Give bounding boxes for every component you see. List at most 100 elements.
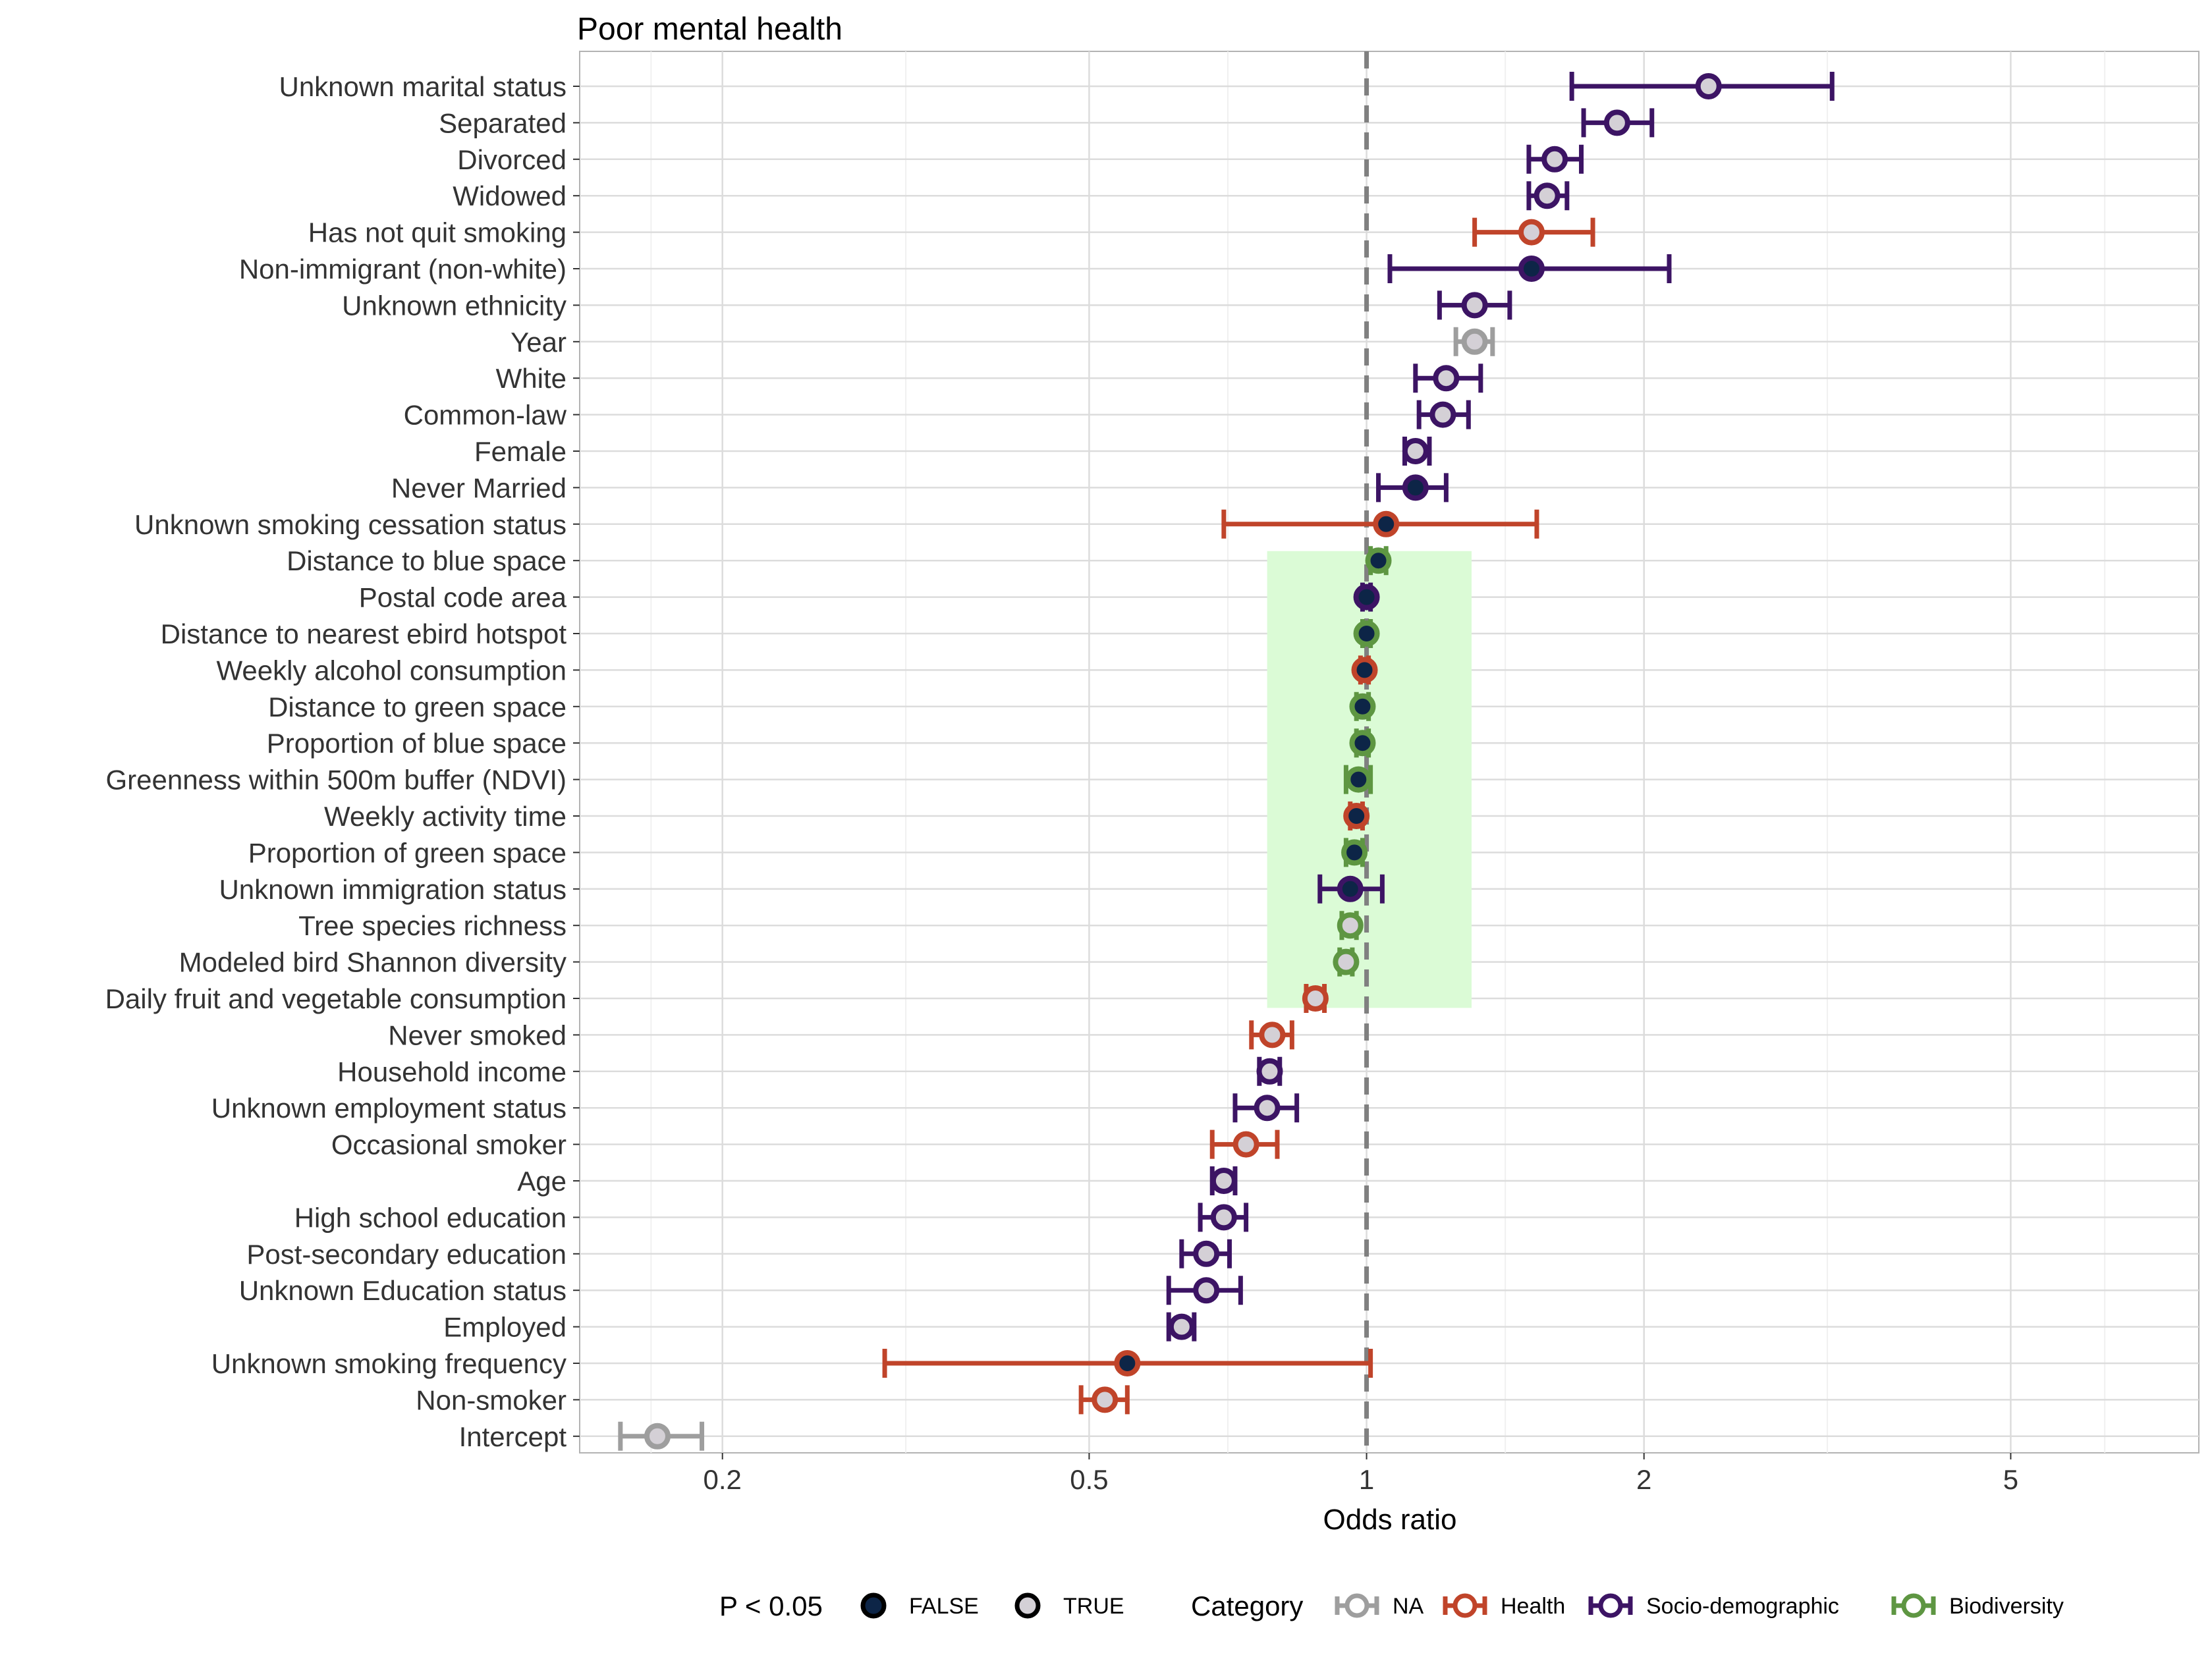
y-tick-label: Unknown immigration status <box>219 874 567 905</box>
y-tick-label: Unknown Education status <box>239 1275 567 1306</box>
legend-color-key-point <box>1901 1593 1926 1618</box>
y-tick-label: Distance to blue space <box>287 545 567 576</box>
y-tick-label: Non-smoker <box>416 1384 567 1415</box>
data-row <box>1198 1203 1249 1232</box>
y-tick-label: Common-law <box>404 400 567 431</box>
point-estimate <box>1541 146 1568 173</box>
y-tick-label: Separated <box>439 107 567 138</box>
data-row <box>1166 1312 1197 1342</box>
y-tick-label: Employed <box>443 1312 567 1343</box>
point-estimate <box>1429 401 1456 428</box>
y-tick-label: Never Married <box>391 472 567 503</box>
y-tick-label: Tree species richness <box>298 910 567 941</box>
point-estimate <box>1351 657 1378 684</box>
point-estimate <box>1256 1058 1283 1085</box>
point-estimate <box>1518 219 1545 246</box>
data-row <box>1353 619 1380 648</box>
y-tick-label: Household income <box>337 1056 567 1087</box>
legend-fill-label: TRUE <box>1063 1594 1124 1619</box>
data-row <box>1526 181 1570 211</box>
point-estimate <box>1433 365 1460 392</box>
y-tick-label: Weekly alcohol consumption <box>216 655 567 686</box>
point-estimate <box>1114 1350 1141 1376</box>
legend-color-label: Health <box>1501 1594 1565 1619</box>
data-row <box>1078 1385 1130 1415</box>
point-estimate <box>1259 1021 1286 1048</box>
legend-color-title: Category <box>1191 1590 1303 1621</box>
y-tick-label: Has not quit smoking <box>308 217 567 248</box>
data-row <box>1376 473 1449 503</box>
point-estimate <box>1349 730 1376 757</box>
y-tick-label: Distance to nearest ebird hotspot <box>161 618 567 649</box>
point-estimate <box>1337 912 1364 939</box>
data-row <box>618 1421 705 1451</box>
data-row <box>1402 437 1432 466</box>
legend-fill-key <box>1014 1592 1041 1619</box>
legend: P < 0.05 FALSE TRUE Category NA Health Socio-d… <box>719 1590 2064 1621</box>
data-row <box>1353 582 1380 612</box>
y-tick-label: Post-secondary education <box>246 1239 567 1270</box>
data-row <box>1437 290 1512 320</box>
y-tick-label: White <box>496 363 567 394</box>
data-row <box>1349 728 1376 758</box>
y-tick-label: High school education <box>294 1202 567 1233</box>
data-row <box>1256 1056 1283 1086</box>
point-estimate <box>1349 693 1376 720</box>
data-row <box>1581 108 1655 138</box>
legend-fill-title: P < 0.05 <box>719 1590 823 1621</box>
legend-color-key-point <box>1452 1593 1478 1618</box>
data-row <box>1569 72 1835 101</box>
point-estimate <box>1534 182 1561 209</box>
legend-color-label: Socio-demographic <box>1646 1594 1839 1619</box>
y-tick-label: Unknown employment status <box>211 1093 567 1124</box>
y-tick-label: Proportion of green space <box>248 837 567 868</box>
point-estimate <box>1353 584 1380 611</box>
data-row <box>1249 1020 1294 1050</box>
point-estimate <box>1343 803 1370 829</box>
data-row <box>1341 838 1368 867</box>
legend-fill-label: FALSE <box>909 1594 979 1619</box>
legend-color-key-point <box>1598 1593 1623 1618</box>
y-tick-label: Year <box>511 327 567 358</box>
x-tick-label: 2 <box>1636 1464 1651 1495</box>
point-estimate <box>1695 73 1722 99</box>
point-estimate <box>1365 547 1392 574</box>
point-estimate <box>1461 328 1488 355</box>
point-estimate <box>1254 1095 1281 1122</box>
point-estimate <box>1337 875 1364 902</box>
y-tick-label: Postal code area <box>359 582 567 613</box>
data-row <box>1365 546 1392 576</box>
y-tick-label: Weekly activity time <box>324 801 567 832</box>
point-estimate <box>1518 256 1545 282</box>
y-tick-label: Unknown smoking cessation status <box>134 509 567 540</box>
data-row <box>1387 254 1672 283</box>
legend-color-label: NA <box>1393 1594 1424 1619</box>
y-tick-label: Unknown marital status <box>279 71 567 102</box>
data-row <box>1349 692 1376 721</box>
y-tick-label: Distance to green space <box>268 692 567 722</box>
data-row <box>1209 1166 1238 1195</box>
y-tick-label: Proportion of blue space <box>267 728 567 759</box>
point-estimate <box>1193 1240 1220 1267</box>
data-row <box>1209 1129 1280 1159</box>
y-tick-label: Non-immigrant (non-white) <box>239 254 567 285</box>
point-estimate <box>1341 839 1368 866</box>
data-row <box>1337 911 1364 940</box>
y-tick-label: Age <box>517 1166 567 1197</box>
legend-color-label: Biodiversity <box>1949 1594 2064 1619</box>
y-tick-label: Unknown ethnicity <box>342 290 567 321</box>
data-row <box>1413 364 1483 393</box>
point-estimate <box>1353 620 1380 647</box>
point-estimate <box>1092 1386 1119 1413</box>
x-tick-label: 0.2 <box>704 1464 742 1495</box>
data-row <box>1221 509 1539 539</box>
y-tick-label: Widowed <box>453 180 567 211</box>
point-estimate <box>1603 109 1630 136</box>
data-row <box>1453 327 1495 356</box>
legend-color-key-point <box>1344 1593 1369 1618</box>
y-tick-label: Divorced <box>457 144 567 175</box>
data-row <box>1472 217 1595 247</box>
x-tick-label: 1 <box>1359 1464 1374 1495</box>
data-row <box>882 1349 1373 1378</box>
